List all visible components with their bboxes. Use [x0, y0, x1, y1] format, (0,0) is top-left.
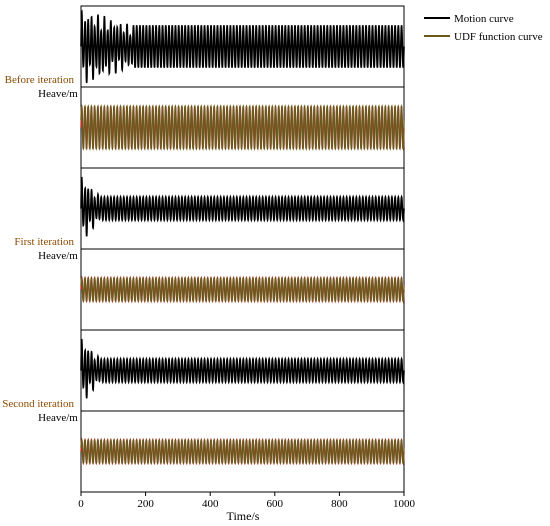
x-tick-label-800: 800	[331, 498, 348, 510]
y-axis-label-2: Heave/m	[38, 250, 78, 262]
udf-curve-2-2	[80, 276, 405, 303]
legend-label-2: UDF function curve	[454, 31, 543, 43]
panel-2: First iteration Heave/m	[14, 167, 405, 304]
motion-curve-1	[80, 9, 405, 84]
x-axis: 0 200 400 600 800 1000	[78, 492, 416, 510]
motion-curve-2	[80, 176, 405, 237]
motion-curve-3	[80, 338, 405, 399]
panels: Before iteration Heave/m First iteration He…	[2, 9, 405, 466]
x-axis-label: Time/s	[227, 509, 260, 523]
x-tick-label-0: 0	[78, 498, 84, 510]
panel-1: Before iteration Heave/m	[5, 9, 405, 151]
x-tick-label-200: 200	[137, 498, 154, 510]
stage-label-3: Second iteration	[2, 398, 74, 410]
x-tick-label-400: 400	[202, 498, 219, 510]
x-tick-label-1000: 1000	[393, 498, 416, 510]
panel-3: Second iteration Heave/m	[2, 329, 405, 466]
y-axis-label-1: Heave/m	[38, 88, 78, 100]
x-tick-label-600: 600	[267, 498, 284, 510]
legend-label-1: Motion curve	[454, 13, 514, 25]
legend: Motion curve UDF function curve	[424, 13, 543, 43]
stage-label-1: Before iteration	[5, 74, 75, 86]
stage-label-2: First iteration	[14, 236, 74, 248]
udf-curve-1-2	[80, 104, 405, 151]
udf-curve-3-2	[80, 438, 405, 465]
y-axis-label-3: Heave/m	[38, 412, 78, 424]
